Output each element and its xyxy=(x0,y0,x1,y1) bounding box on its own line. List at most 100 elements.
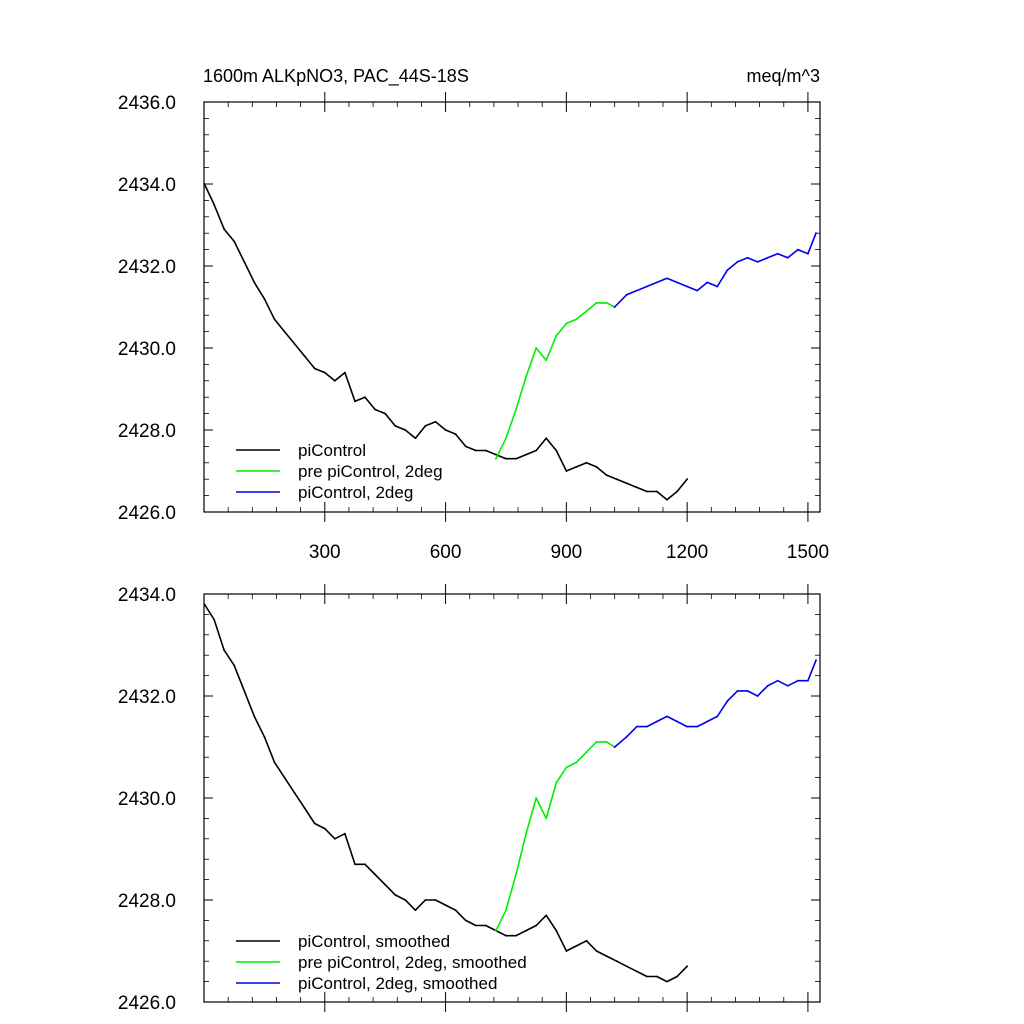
bottom-panel: 2426.0 2428.0 2430.0 2432.0 2434.0 piControl,… xyxy=(118,584,821,1014)
data-point xyxy=(253,281,256,284)
data-point xyxy=(595,302,598,304)
legend-label: piControl, 2deg, smoothed xyxy=(298,974,497,993)
y-tick-label: 2426.0 xyxy=(118,993,176,1014)
data-point xyxy=(716,715,719,718)
data-point xyxy=(213,618,215,621)
data-point xyxy=(394,894,397,896)
data-point xyxy=(545,817,548,820)
x-tick-label: 600 xyxy=(430,542,462,563)
data-point xyxy=(656,975,658,978)
y-tick-label: 2430.0 xyxy=(118,339,176,360)
data-point xyxy=(605,302,608,304)
data-point xyxy=(776,252,779,255)
data-point xyxy=(595,950,598,952)
data-point xyxy=(756,695,759,697)
data-point xyxy=(384,412,387,415)
data-point xyxy=(414,437,417,440)
data-point xyxy=(434,420,437,423)
data-point xyxy=(323,371,326,374)
data-point xyxy=(293,343,296,345)
data-point xyxy=(515,934,517,937)
data-point xyxy=(585,310,588,312)
data-point xyxy=(525,832,527,835)
data-point xyxy=(203,603,206,606)
data-point xyxy=(575,945,578,947)
data-point xyxy=(535,797,538,799)
data-point xyxy=(666,715,668,718)
y-tick-label: 2434.0 xyxy=(118,175,176,196)
data-point xyxy=(434,899,437,901)
data-point xyxy=(424,899,427,901)
data-point xyxy=(575,761,578,764)
data-point xyxy=(283,330,286,333)
data-point xyxy=(454,433,457,435)
data-point xyxy=(796,679,799,682)
data-point xyxy=(555,781,558,784)
data-point xyxy=(786,684,789,687)
data-point xyxy=(354,400,356,403)
data-point xyxy=(374,408,377,411)
legend-label: piControl, 2deg xyxy=(298,483,413,502)
y-tick-label: 2432.0 xyxy=(118,687,176,708)
legend-label: piControl, smoothed xyxy=(298,932,450,951)
y-tick-label: 2426.0 xyxy=(118,503,176,524)
data-point xyxy=(233,664,236,667)
data-point xyxy=(615,478,618,481)
data-point xyxy=(613,306,616,308)
data-point xyxy=(364,396,366,399)
data-point xyxy=(656,720,658,723)
data-point xyxy=(283,776,286,779)
data-point xyxy=(666,498,668,501)
data-point xyxy=(807,679,809,682)
data-point xyxy=(323,827,326,830)
data-point xyxy=(756,261,759,263)
data-point xyxy=(565,470,568,472)
data-point xyxy=(394,425,397,427)
data-point xyxy=(786,256,789,259)
data-point xyxy=(243,261,246,263)
data-point xyxy=(535,449,538,452)
data-point xyxy=(344,832,346,835)
data-point xyxy=(505,909,507,912)
data-point xyxy=(696,289,699,292)
data-point xyxy=(273,318,276,321)
data-point xyxy=(374,873,377,876)
data-point xyxy=(696,725,699,728)
y-tick-label: 2434.0 xyxy=(118,585,176,606)
data-point xyxy=(746,256,749,259)
data-point xyxy=(585,461,588,464)
data-point xyxy=(424,425,427,427)
data-point xyxy=(676,720,678,723)
data-point xyxy=(253,715,256,718)
data-point xyxy=(344,371,346,374)
data-point xyxy=(505,457,507,460)
data-point xyxy=(625,735,628,738)
data-point xyxy=(444,904,447,906)
data-point xyxy=(313,367,316,370)
data-point xyxy=(515,408,517,411)
data-point xyxy=(666,277,668,280)
data-point xyxy=(223,649,226,651)
data-point xyxy=(686,965,689,968)
data-point xyxy=(494,929,497,932)
data-point xyxy=(263,735,266,738)
data-point xyxy=(736,690,739,692)
data-point xyxy=(656,281,658,284)
data-point xyxy=(474,924,477,927)
data-point xyxy=(333,837,336,840)
x-tick-label: 1200 xyxy=(666,542,708,563)
data-point xyxy=(686,285,689,288)
data-point xyxy=(666,980,668,983)
data-point xyxy=(263,297,266,300)
data-point xyxy=(364,863,366,866)
data-point xyxy=(505,437,507,440)
data-point xyxy=(384,883,387,886)
data-point xyxy=(555,449,558,452)
data-point xyxy=(273,761,276,764)
data-point xyxy=(585,751,588,753)
data-point xyxy=(404,429,407,431)
data-point xyxy=(676,975,678,978)
data-point xyxy=(676,490,678,493)
data-point xyxy=(726,269,729,271)
legend-label: pre piControl, 2deg xyxy=(298,462,443,481)
